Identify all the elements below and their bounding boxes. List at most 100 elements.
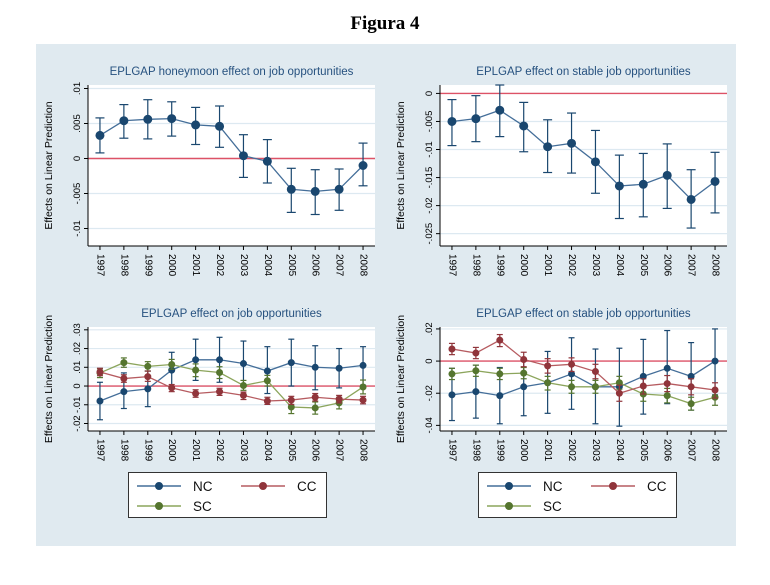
svg-text:-.01: -.01 bbox=[424, 141, 435, 157]
nc-line-marker-icon bbox=[137, 482, 181, 490]
legend-label-sc: SC bbox=[193, 498, 212, 514]
sc-line-marker-icon bbox=[137, 502, 181, 510]
svg-text:2007: 2007 bbox=[686, 439, 697, 462]
svg-text:-.015: -.015 bbox=[424, 167, 435, 189]
svg-text:0: 0 bbox=[72, 383, 83, 388]
legend-entry-sc: SC bbox=[137, 498, 212, 514]
sc-line-marker-icon bbox=[487, 502, 531, 510]
legend-entry-nc: NC bbox=[487, 478, 563, 494]
svg-text:2005: 2005 bbox=[638, 254, 649, 277]
svg-text:2008: 2008 bbox=[358, 254, 369, 277]
svg-text:1997: 1997 bbox=[446, 439, 457, 462]
svg-text:2002: 2002 bbox=[214, 439, 225, 462]
cc-line-marker-icon bbox=[591, 482, 635, 490]
svg-text:-.01: -.01 bbox=[72, 397, 83, 413]
svg-text:1998: 1998 bbox=[118, 439, 129, 462]
legend-entry-nc: NC bbox=[137, 478, 213, 494]
svg-text:2000: 2000 bbox=[518, 439, 529, 462]
svg-text:.01: .01 bbox=[72, 82, 83, 95]
svg-text:2005: 2005 bbox=[286, 439, 297, 462]
svg-text:2000: 2000 bbox=[518, 254, 529, 277]
svg-text:2008: 2008 bbox=[358, 439, 369, 462]
svg-text:-.02: -.02 bbox=[72, 415, 83, 431]
svg-text:1998: 1998 bbox=[470, 439, 481, 462]
svg-text:-.01: -.01 bbox=[72, 220, 83, 236]
svg-text:Effects on Linear Prediction: Effects on Linear Prediction bbox=[43, 315, 55, 443]
svg-text:-.025: -.025 bbox=[424, 223, 435, 245]
chart-effect-stable-job-top: 0 -.005 -.01 -.015 -.02 -.025 1997 1998 1999 2000… bbox=[395, 66, 727, 277]
svg-text:-.04: -.04 bbox=[424, 417, 435, 433]
svg-text:2000: 2000 bbox=[166, 439, 177, 462]
svg-text:Effects on Linear Prediction: Effects on Linear Prediction bbox=[395, 315, 407, 443]
svg-text:EPLGAP effect on stable job op: EPLGAP effect on stable job opportunitie… bbox=[476, 66, 691, 78]
svg-text:Effects on Linear Prediction: Effects on Linear Prediction bbox=[43, 101, 55, 229]
legend-entry-cc: CC bbox=[591, 478, 667, 494]
svg-text:2003: 2003 bbox=[590, 439, 601, 462]
svg-text:2004: 2004 bbox=[614, 254, 625, 277]
svg-text:2002: 2002 bbox=[214, 254, 225, 277]
svg-text:2000: 2000 bbox=[166, 254, 177, 277]
svg-text:EPLGAP effect on job opportuni: EPLGAP effect on job opportunities bbox=[141, 308, 322, 320]
svg-text:0: 0 bbox=[424, 358, 435, 363]
legend-right: NC CC SC bbox=[478, 472, 677, 518]
legend-entry-sc: SC bbox=[487, 498, 562, 514]
svg-text:.03: .03 bbox=[72, 323, 83, 336]
svg-text:2004: 2004 bbox=[614, 439, 625, 462]
svg-text:EPLGAP honeymoon effect on job: EPLGAP honeymoon effect on job opportuni… bbox=[110, 66, 354, 78]
chart-effect-stable-job-multi: .02 0 -.02 -.04 1997 1998 1999 2000 2001 2002 2003… bbox=[395, 308, 727, 462]
svg-text:2004: 2004 bbox=[262, 439, 273, 462]
cc-line-marker-icon bbox=[241, 482, 285, 490]
chart-effect-job-multi: .03 .02 .01 0 -.01 -.02 1997 1998 1999 2000 2001 20… bbox=[43, 308, 375, 462]
svg-text:1999: 1999 bbox=[142, 254, 153, 277]
svg-text:EPLGAP effect on stable job op: EPLGAP effect on stable job opportunitie… bbox=[476, 308, 691, 320]
svg-text:-.005: -.005 bbox=[424, 111, 435, 133]
svg-text:2003: 2003 bbox=[590, 254, 601, 277]
svg-text:1999: 1999 bbox=[494, 439, 505, 462]
svg-text:2006: 2006 bbox=[310, 439, 321, 462]
figure-title: Figura 4 bbox=[350, 13, 420, 34]
svg-text:1997: 1997 bbox=[94, 254, 105, 277]
legend-label-sc: SC bbox=[543, 498, 562, 514]
svg-text:2001: 2001 bbox=[190, 254, 201, 277]
svg-text:.01: .01 bbox=[72, 361, 83, 374]
svg-text:2006: 2006 bbox=[662, 254, 673, 277]
svg-text:1999: 1999 bbox=[142, 439, 153, 462]
svg-text:2007: 2007 bbox=[334, 439, 345, 462]
svg-text:2002: 2002 bbox=[566, 439, 577, 462]
svg-text:2006: 2006 bbox=[310, 254, 321, 277]
svg-text:2006: 2006 bbox=[662, 439, 673, 462]
svg-text:1998: 1998 bbox=[118, 254, 129, 277]
svg-text:2008: 2008 bbox=[710, 254, 721, 277]
svg-text:2001: 2001 bbox=[542, 254, 553, 277]
legend-label-nc: NC bbox=[193, 478, 213, 494]
svg-text:-.005: -.005 bbox=[72, 183, 83, 205]
legend-label-nc: NC bbox=[543, 478, 563, 494]
svg-text:Effects on Linear Prediction: Effects on Linear Prediction bbox=[395, 101, 407, 229]
svg-text:2008: 2008 bbox=[710, 439, 721, 462]
nc-line-marker-icon bbox=[487, 482, 531, 490]
svg-text:.02: .02 bbox=[72, 342, 83, 355]
svg-text:2001: 2001 bbox=[190, 439, 201, 462]
svg-text:2005: 2005 bbox=[638, 439, 649, 462]
svg-text:1998: 1998 bbox=[470, 254, 481, 277]
figure-canvas: .01 .005 0 -.005 -.01 1997 1998 1999 2000 2001 200… bbox=[36, 44, 736, 546]
svg-text:-.02: -.02 bbox=[424, 197, 435, 213]
legend-left: NC CC SC bbox=[128, 472, 327, 518]
legend-label-cc: CC bbox=[297, 478, 317, 494]
legend-label-cc: CC bbox=[647, 478, 667, 494]
svg-text:2003: 2003 bbox=[238, 254, 249, 277]
svg-text:1997: 1997 bbox=[446, 254, 457, 277]
svg-text:2003: 2003 bbox=[238, 439, 249, 462]
svg-text:0: 0 bbox=[424, 91, 435, 96]
svg-text:2004: 2004 bbox=[262, 254, 273, 277]
svg-text:0: 0 bbox=[72, 156, 83, 161]
legend-entry-cc: CC bbox=[241, 478, 317, 494]
svg-text:1997: 1997 bbox=[94, 439, 105, 462]
svg-text:-.02: -.02 bbox=[424, 385, 435, 401]
svg-text:.02: .02 bbox=[424, 322, 435, 335]
chart-honeymoon-effect-job: .01 .005 0 -.005 -.01 1997 1998 1999 2000 2001 200… bbox=[43, 66, 375, 277]
svg-text:1999: 1999 bbox=[494, 254, 505, 277]
svg-text:.005: .005 bbox=[72, 114, 83, 133]
svg-text:2005: 2005 bbox=[286, 254, 297, 277]
svg-text:2002: 2002 bbox=[566, 254, 577, 277]
